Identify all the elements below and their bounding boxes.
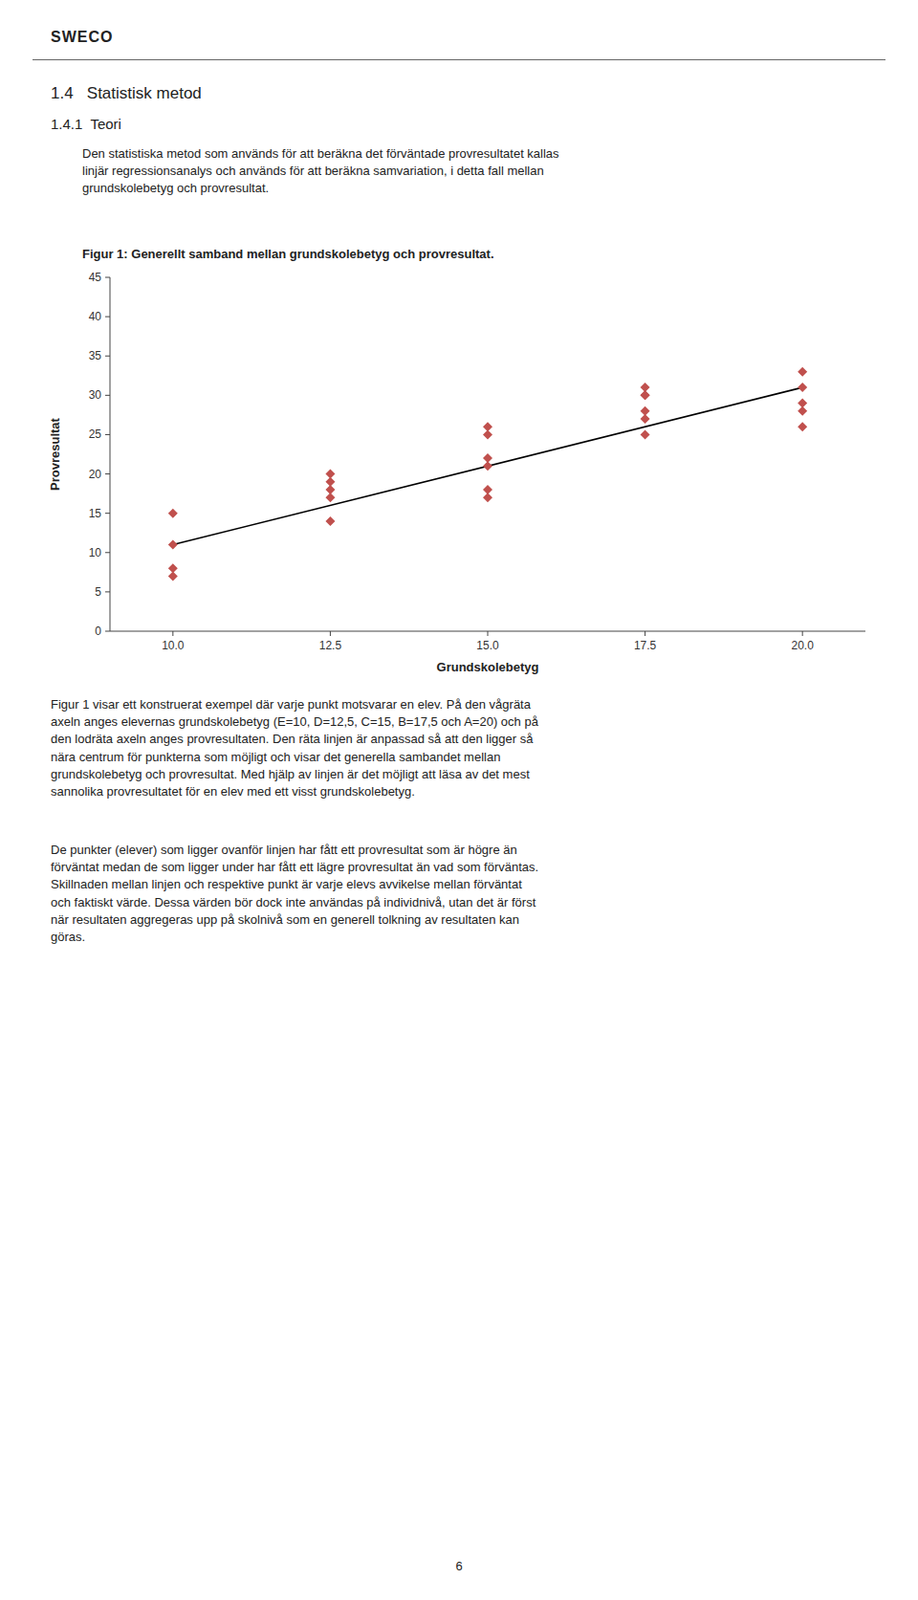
- scatter-point: [640, 390, 651, 400]
- paragraph: Figur 1 visar ett konstruerat exempel dä…: [50, 696, 539, 801]
- x-tick: [329, 631, 331, 636]
- scatter-point: [168, 540, 178, 550]
- scatter-point: [325, 516, 335, 526]
- x-tick: [802, 631, 804, 636]
- regression-line: [173, 387, 803, 545]
- x-tick: [487, 631, 489, 636]
- y-tick: [105, 434, 110, 436]
- x-tick: [172, 631, 174, 636]
- x-tick-label: 15.0: [476, 638, 500, 653]
- chart-title: Figur 1: Generellt samband mellan grunds…: [82, 246, 495, 262]
- x-tick-label: 17.5: [633, 638, 657, 653]
- scatter-point: [325, 492, 335, 503]
- page-number: 6: [0, 1558, 918, 1574]
- scatter-point: [482, 429, 493, 439]
- scatter-point: [640, 390, 651, 400]
- y-tick: [105, 355, 110, 357]
- y-tick: [105, 394, 110, 396]
- y-tick-label: 20: [88, 467, 103, 481]
- scatter-point: [797, 382, 808, 393]
- y-tick: [105, 277, 110, 279]
- y-tick-label: 35: [88, 349, 103, 363]
- x-tick-label: 20.0: [790, 638, 814, 653]
- x-tick: [644, 631, 646, 636]
- axes: 10.0 12.5 15.0 17.5 20.0 0 5 10 15 20 25 30 35 40 45: [88, 270, 866, 653]
- y-tick-label: 5: [94, 585, 102, 599]
- x-axis-label: Grundskolebetyg: [437, 659, 540, 675]
- y-tick: [105, 316, 110, 318]
- x-tick-label: 10.0: [161, 638, 185, 653]
- y-tick-label: 45: [88, 270, 103, 285]
- scatter-point: [168, 508, 178, 519]
- y-tick: [105, 590, 110, 592]
- scatter-point: [640, 414, 651, 424]
- scatter-point: [482, 460, 493, 471]
- y-tick-label: 25: [88, 427, 103, 441]
- header-rule: [32, 59, 886, 61]
- scatter-point: [797, 406, 808, 416]
- y-tick: [105, 473, 110, 475]
- paragraph: Den statistiska metod som används för at…: [82, 145, 560, 198]
- y-tick-label: 0: [94, 624, 102, 638]
- scatter-point: [168, 570, 178, 581]
- scatter-point: [482, 492, 493, 503]
- paragraph: De punkter (elever) som ligger ovanför l…: [50, 841, 539, 946]
- scatter-point: [640, 429, 651, 439]
- x-tick-label: 12.5: [319, 638, 343, 653]
- scatter-point: [797, 421, 808, 432]
- y-axis-line: [109, 277, 111, 632]
- y-tick: [105, 551, 110, 553]
- scatter-point: [797, 367, 808, 377]
- y-tick-label: 40: [88, 309, 103, 324]
- logo: SWECO: [50, 28, 113, 46]
- y-tick-label: 30: [88, 388, 103, 402]
- section-heading: 1.4 Statistisk metod: [50, 84, 202, 104]
- plot-area: [168, 367, 808, 582]
- sub-heading: 1.4.1 Teori: [50, 115, 122, 132]
- y-tick: [105, 631, 110, 633]
- chart: 10.0 12.5 15.0 17.5 20.0 0 5 10 15 20 25 30 35 40 45 Gr…: [38, 269, 899, 681]
- y-tick: [105, 512, 110, 514]
- y-axis-label: Provresultat: [47, 416, 63, 491]
- y-tick-label: 15: [88, 506, 103, 521]
- y-tick-label: 10: [88, 546, 103, 560]
